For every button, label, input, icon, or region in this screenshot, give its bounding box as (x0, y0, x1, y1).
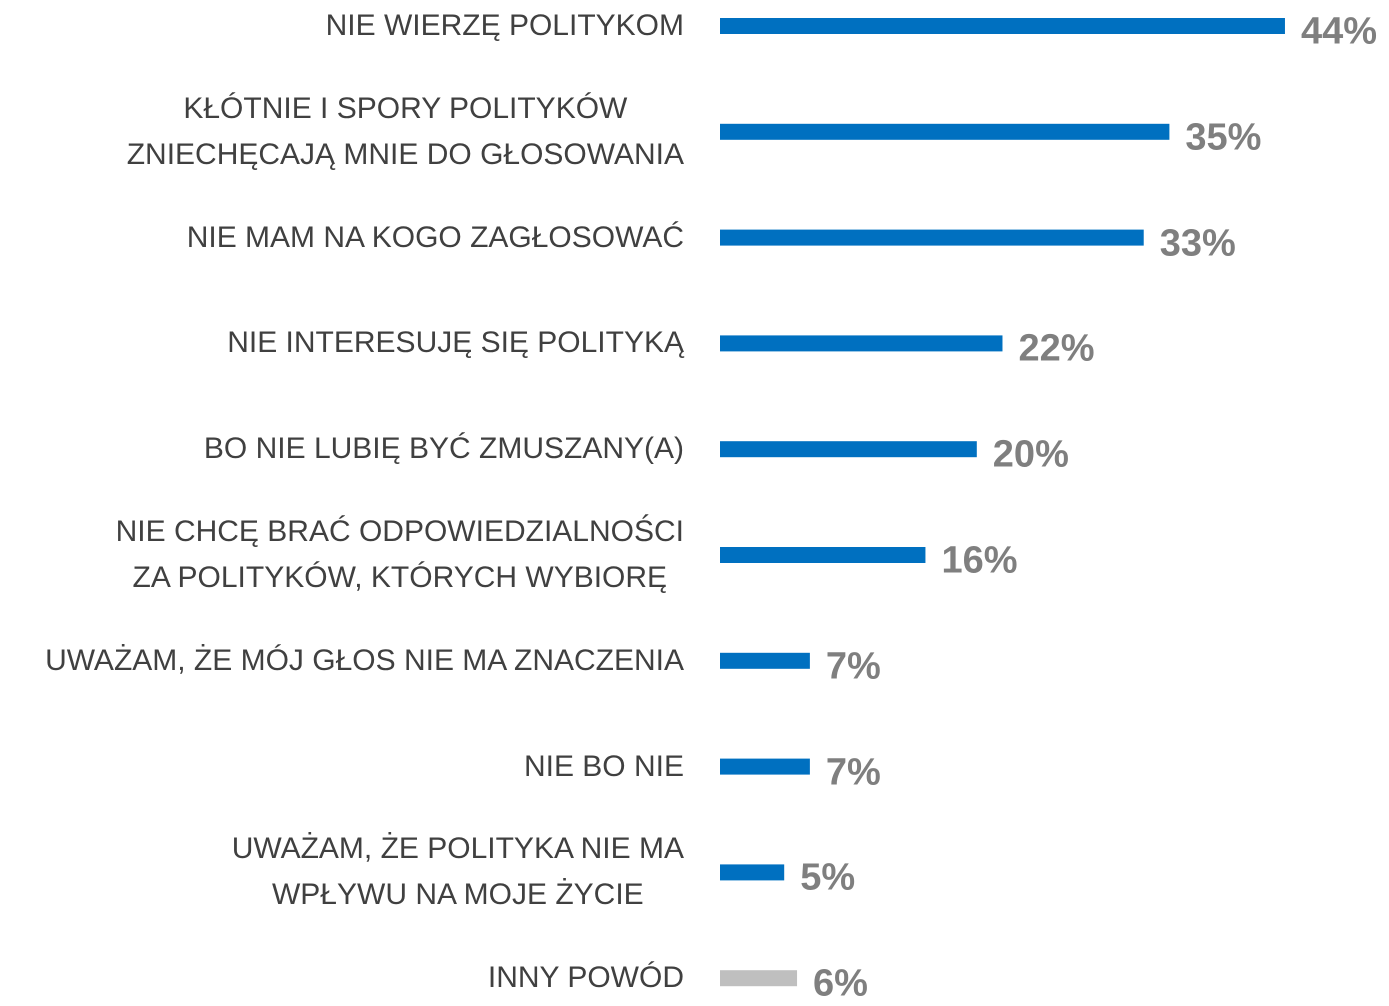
category-label: NIE BO NIE (523, 749, 684, 783)
value-label: 20% (992, 433, 1069, 476)
value-label: 5% (800, 856, 856, 899)
category-label: NIE CHCĘ BRAĆ ODPOWIEDZIALNOŚCI ZA POLIT… (115, 515, 684, 594)
value-label: 44% (1300, 10, 1378, 53)
bar (720, 864, 785, 881)
category-label: NIE WIERZĘ POLITYKOM (325, 9, 684, 42)
value-label: 6% (813, 962, 868, 1005)
category-label: BO NIE LUBIĘ BYĆ ZMUSZANY(A) (203, 432, 684, 466)
bar (720, 758, 810, 775)
value-label: 7% (825, 645, 881, 688)
value-label: 33% (1159, 222, 1236, 265)
bar (720, 547, 926, 563)
category-label: NIE INTERESUJĘ SIĘ POLITYKĄ (227, 326, 684, 360)
category-label: NIE MAM NA KOGO ZAGŁOSOWAĆ (186, 220, 684, 254)
bar (720, 229, 1144, 246)
value-label: 35% (1185, 116, 1262, 159)
bar (720, 652, 810, 669)
bar (720, 441, 977, 458)
value-label: 22% (1018, 327, 1095, 370)
category-label: UWAŻAM, ŻE POLITYKA NIE MA WPŁYWU NA MOJ… (231, 832, 684, 912)
bar (720, 18, 1285, 34)
category-label: UWAŻAM, ŻE MÓJ GŁOS NIE MA ZNACZENIA (45, 643, 684, 677)
value-label: 7% (825, 751, 881, 794)
bar (720, 123, 1170, 140)
bar (720, 970, 798, 987)
bar (720, 335, 1003, 352)
category-label: KŁÓTNIE I SPORY POLITYKÓW ZNIECHĘCAJĄ MN… (126, 91, 684, 171)
category-label: INNY POWÓD (487, 961, 684, 995)
value-label: 16% (941, 539, 1018, 582)
